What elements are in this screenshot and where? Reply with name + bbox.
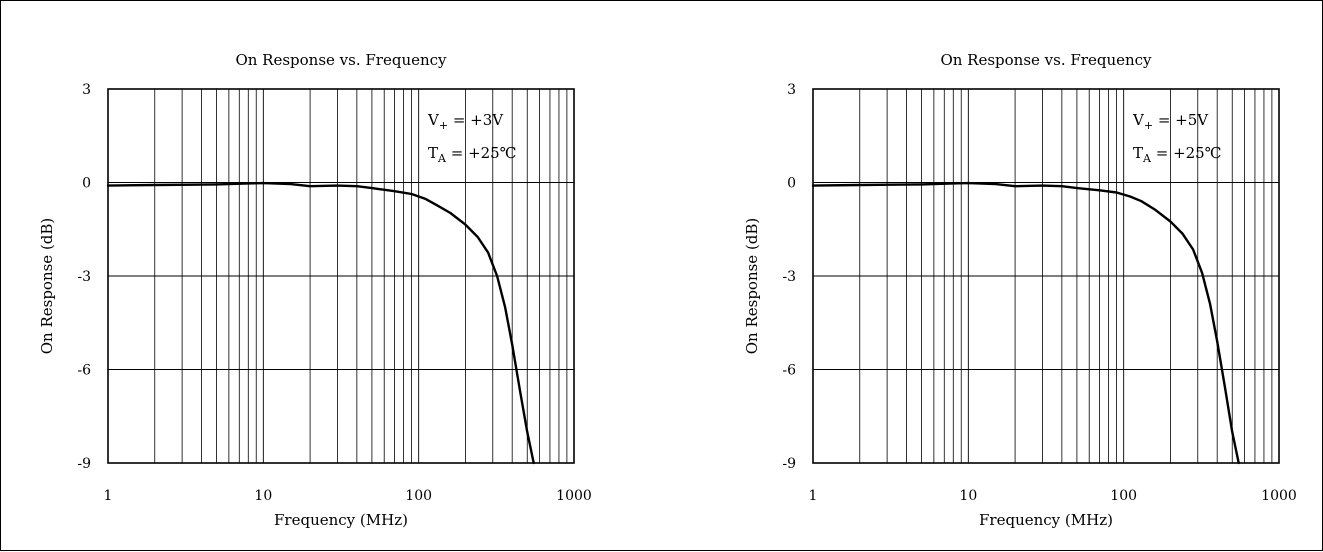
annotation-ta: TA = +25℃	[428, 144, 517, 165]
y-tick-label: 0	[82, 176, 91, 192]
y-tick-label: 0	[787, 176, 796, 192]
x-tick-label: 1000	[556, 488, 592, 504]
x-tick-label: 10	[254, 488, 272, 504]
chart-title: On Response vs. Frequency	[235, 51, 447, 69]
y-tick-label: -9	[77, 456, 91, 472]
series-line	[108, 183, 534, 463]
x-tick-label: 100	[1110, 488, 1137, 504]
x-tick-label: 1	[104, 488, 113, 504]
annotation-vplus: V+ = +3V	[427, 111, 504, 132]
y-tick-label: 3	[82, 82, 91, 98]
y-tick-label: 3	[787, 82, 796, 98]
annotation-vplus-rest: = +3V	[448, 111, 504, 129]
annotation-ta-part: T	[428, 144, 438, 162]
y-tick-label: -3	[782, 269, 796, 285]
annotation-ta-rest: = +25℃	[1151, 144, 1222, 162]
annotation-vplus-subscript: +	[439, 119, 448, 132]
x-tick-label: 1000	[1261, 488, 1297, 504]
x-axis-label: Frequency (MHz)	[979, 511, 1113, 529]
annotation-ta-part: T	[1133, 144, 1143, 162]
y-tick-label: -9	[782, 456, 796, 472]
x-tick-label: 10	[959, 488, 977, 504]
chart-title: On Response vs. Frequency	[940, 51, 1152, 69]
y-axis-label: On Response (dB)	[38, 218, 56, 355]
annotation-vplus: V+ = +5V	[1132, 111, 1209, 132]
y-axis-label: On Response (dB)	[743, 218, 761, 355]
chart-2: On Response vs. Frequency 1 10 100 1000 3 0 -3 -…	[743, 51, 1297, 529]
x-tick-label: 1	[809, 488, 818, 504]
x-tick-label: 100	[405, 488, 432, 504]
y-tick-label: -3	[77, 269, 91, 285]
series-line	[813, 183, 1239, 463]
x-axis-label: Frequency (MHz)	[274, 511, 408, 529]
annotation-vplus-subscript: +	[1144, 119, 1153, 132]
annotation-ta: TA = +25℃	[1133, 144, 1222, 165]
chart-1: On Response vs. Frequency 1 10 100 1000 3 0 -3 -…	[38, 51, 592, 529]
y-tick-label: -6	[77, 363, 91, 379]
annotation-ta-rest: = +25℃	[446, 144, 517, 162]
annotation-vplus-rest: = +5V	[1153, 111, 1209, 129]
y-tick-label: -6	[782, 363, 796, 379]
